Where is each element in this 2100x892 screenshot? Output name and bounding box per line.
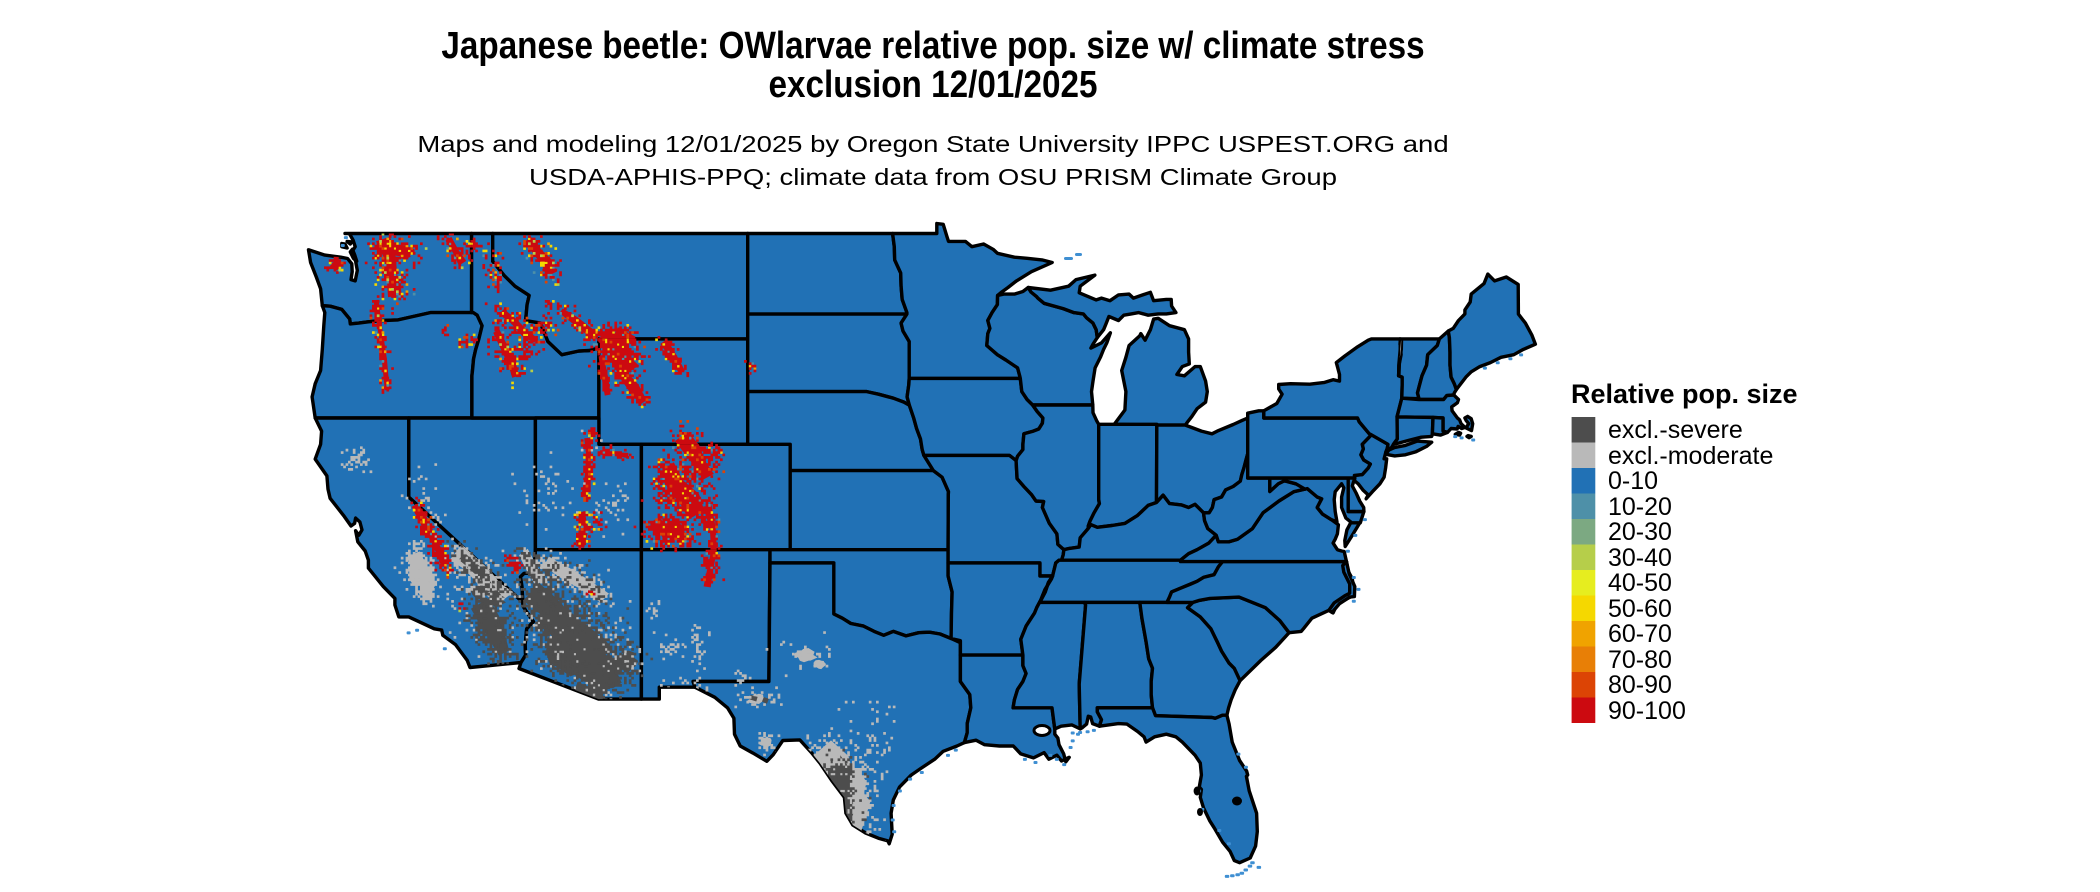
svg-text:20-30: 20-30 [1608, 518, 1672, 546]
svg-text:10-20: 10-20 [1608, 493, 1672, 521]
svg-text:excl.-moderate: excl.-moderate [1608, 442, 1773, 470]
svg-text:30-40: 30-40 [1608, 544, 1672, 572]
svg-text:60-70: 60-70 [1608, 620, 1672, 648]
svg-text:40-50: 40-50 [1608, 569, 1672, 597]
svg-text:80-90: 80-90 [1608, 671, 1672, 699]
svg-text:excl.-severe: excl.-severe [1608, 416, 1743, 444]
svg-text:0-10: 0-10 [1608, 467, 1658, 495]
svg-text:Relative pop. size: Relative pop. size [1571, 379, 1798, 409]
svg-text:70-80: 70-80 [1608, 646, 1672, 674]
svg-text:90-100: 90-100 [1608, 697, 1686, 725]
svg-text:50-60: 50-60 [1608, 595, 1672, 623]
